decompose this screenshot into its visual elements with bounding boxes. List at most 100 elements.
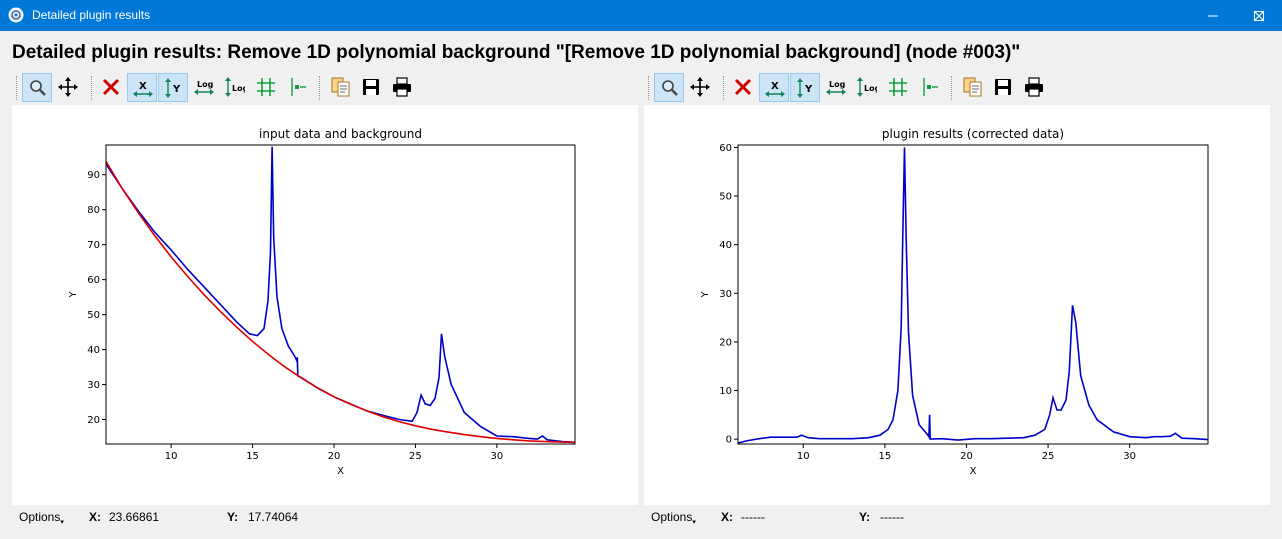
y-tick-label: 30 [87,380,100,391]
window-title: Detailed plugin results [32,8,151,22]
corrected-data-chart[interactable]: plugin results (corrected data) 10 15 20 25 3… [644,105,1270,505]
plot-frame [105,144,576,445]
zoom-button[interactable] [22,73,52,102]
page-title: Detailed plugin results: Remove 1D polyn… [12,42,1021,63]
chevron-down-icon: ▾ [692,519,696,526]
grid-button[interactable] [251,73,281,102]
options-menu[interactable]: Options▾ [651,510,696,526]
y-autoscale-button[interactable]: Y [790,73,820,102]
marker-icon [291,78,306,96]
right-plot-panel: plugin results (corrected data) 10 15 20 25 3… [644,105,1270,505]
zoom-button[interactable] [654,73,684,102]
minimize-icon [1208,15,1218,17]
y-tick-label: 70 [87,240,100,251]
y-log-icon: Log [225,77,245,97]
marker-button[interactable] [914,73,944,102]
copy-icon [963,77,982,97]
x-tick-label: 25 [1042,451,1055,462]
print-button[interactable] [387,73,417,102]
x-log-button[interactable]: Log [821,73,851,102]
left-plot-panel: input data and background 10 15 20 25 30 20 30 4… [12,105,638,505]
y-tick-label: 30 [719,289,732,300]
save-button[interactable] [988,73,1018,102]
pan-button[interactable] [685,73,715,102]
pan-icon [58,77,78,97]
options-menu[interactable]: Options▾ [19,510,64,526]
y-tick-label: 20 [87,415,100,426]
clear-icon [734,78,752,96]
print-button[interactable] [1019,73,1049,102]
svg-text:Log: Log [864,84,877,93]
x-autoscale-icon: X [133,81,153,97]
y-axis-label: Y [700,291,711,299]
print-icon [393,77,411,97]
plot-frame [737,144,1209,445]
x-tick-label: 15 [246,451,259,462]
x-axis-label: X [337,466,344,477]
y-coord-value: 17.74064 [248,510,299,524]
clear-button[interactable] [728,73,758,102]
y-axis-label: Y [68,291,79,299]
x-autoscale-button[interactable]: X [127,73,157,102]
toolbar-separator [16,76,17,100]
y-log-icon: Log [857,77,877,97]
save-button[interactable] [356,73,386,102]
series-line-2 [106,160,575,444]
toolbar-separator [319,76,320,100]
y-tick-label: 80 [87,205,100,216]
grid-icon [257,78,275,96]
save-icon [995,79,1011,95]
svg-text:Log: Log [197,80,214,89]
svg-text:Y: Y [172,84,181,95]
input-data-chart[interactable]: input data and background 10 15 20 25 30 20 30 4… [12,105,638,505]
x-autoscale-button[interactable]: X [759,73,789,102]
y-autoscale-button[interactable]: Y [158,73,188,102]
x-coord-label: X: [721,510,733,524]
grid-button[interactable] [883,73,913,102]
x-coord-value: ------ [741,510,765,524]
svg-text:X: X [771,81,779,92]
y-tick-label: 90 [87,170,100,181]
grid-icon [889,78,907,96]
toolbar-separator [648,76,649,100]
y-autoscale-icon: Y [165,78,181,98]
y-coord-value: ------ [880,510,904,524]
y-tick-label: 20 [719,337,732,348]
copy-button[interactable] [326,73,356,102]
toolbar-separator [951,76,952,100]
y-log-button[interactable]: Log [852,73,882,102]
y-log-button[interactable]: Log [220,73,250,102]
x-tick-label: 10 [797,451,810,462]
copy-button[interactable] [958,73,988,102]
save-icon [363,79,379,95]
maximize-button[interactable] [1236,0,1282,31]
copy-icon [331,77,350,97]
x-coord-label: X: [89,510,101,524]
svg-text:Log: Log [232,84,245,93]
x-tick-label: 30 [490,451,503,462]
left-toolbar: X Y Log Log [14,72,640,104]
y-tick-label: 0 [726,435,732,446]
y-tick-label: 40 [719,240,732,251]
x-tick-label: 20 [328,451,341,462]
pan-icon [690,77,710,97]
x-tick-label: 30 [1123,451,1136,462]
x-tick-label: 25 [409,451,422,462]
svg-text:Y: Y [804,84,813,95]
minimize-button[interactable] [1190,0,1236,31]
x-log-icon: Log [826,80,846,95]
x-log-button[interactable]: Log [189,73,219,102]
x-tick-label: 20 [960,451,973,462]
print-icon [1025,77,1043,97]
maximize-icon [1254,11,1264,21]
app-icon [8,7,24,23]
close-button[interactable] [1236,0,1282,31]
y-coord-label: Y: [859,510,871,524]
svg-text:Log: Log [829,80,846,89]
pan-button[interactable] [53,73,83,102]
x-tick-label: 15 [879,451,892,462]
x-tick-label: 10 [165,451,178,462]
y-coord-label: Y: [227,510,239,524]
marker-button[interactable] [282,73,312,102]
clear-button[interactable] [96,73,126,102]
